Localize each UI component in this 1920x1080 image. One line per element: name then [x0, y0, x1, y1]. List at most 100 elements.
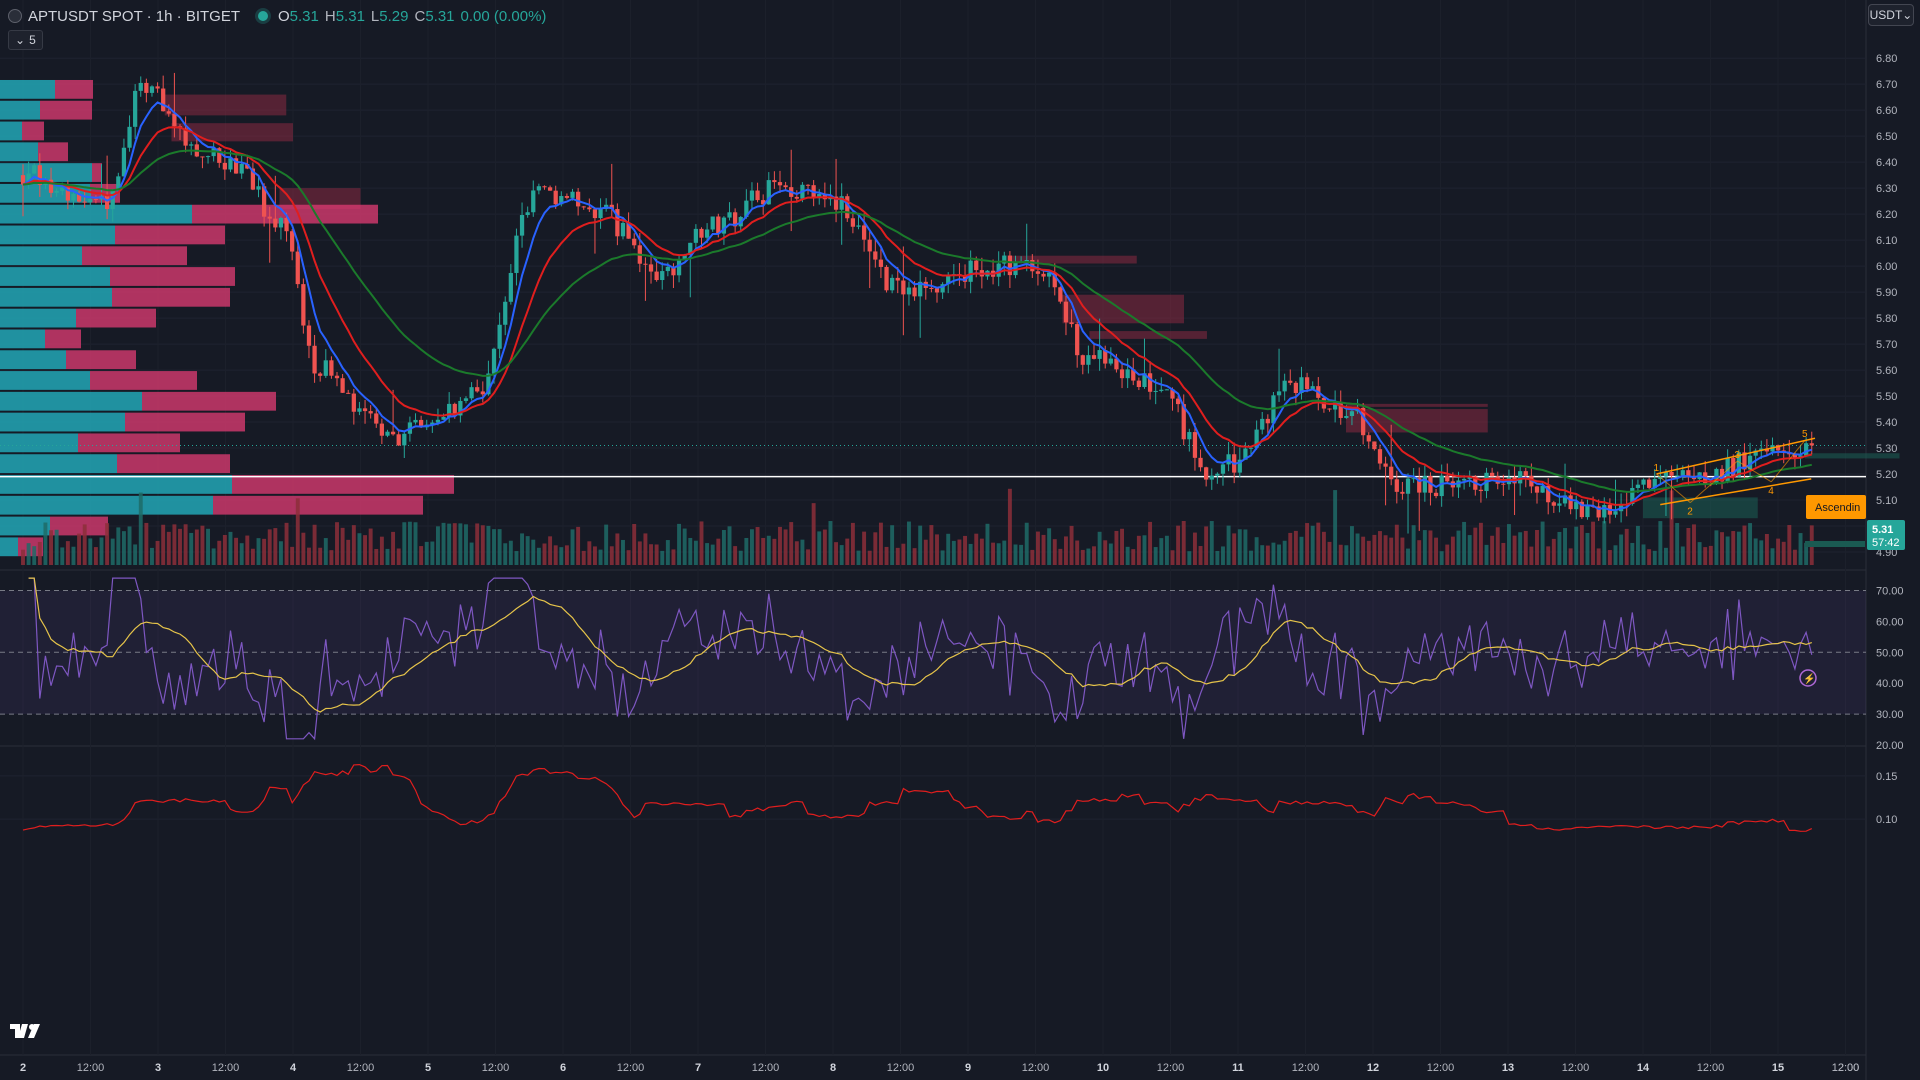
pattern-lower-line — [1660, 478, 1812, 506]
volume-bar — [996, 543, 1001, 565]
volume-bar — [77, 533, 82, 565]
volume-bar — [1686, 527, 1691, 565]
volume-bar — [161, 524, 166, 565]
candle-body — [60, 187, 65, 191]
volume-bar — [564, 545, 569, 565]
volume-profile-buy — [0, 391, 142, 411]
volume-bar — [665, 540, 670, 565]
pattern-tag-label: Ascendin — [1815, 502, 1860, 514]
indicator-line — [22, 763, 1813, 832]
candle-body — [592, 209, 598, 219]
candle-body — [183, 128, 188, 146]
price-tick-label: 6.00 — [1876, 261, 1897, 273]
volume-bar — [1652, 550, 1657, 565]
volume-bar — [1187, 551, 1192, 565]
candle-body — [1013, 262, 1018, 276]
volume-bar — [1787, 525, 1792, 565]
price-tick-label: 5.60 — [1876, 365, 1897, 377]
candle-body — [671, 266, 676, 276]
chart-header: APTUSDT SPOT · 1h · BITGET O 5.31 H 5.31 L… — [8, 6, 546, 26]
currency-button[interactable]: USDT ⌄ — [1868, 4, 1914, 26]
volume-bar — [1148, 521, 1153, 565]
volume-bar — [828, 521, 833, 565]
volume-bar — [1265, 545, 1270, 565]
supply-zone — [1008, 255, 1137, 264]
volume-bar — [693, 540, 698, 565]
volume-bar — [110, 538, 115, 565]
volume-bar — [1254, 537, 1259, 565]
volume-bar — [99, 537, 104, 565]
candle-body — [716, 216, 721, 234]
volume-bar — [1047, 528, 1052, 565]
volume-bar — [587, 541, 592, 565]
volume-bar — [363, 535, 368, 565]
candle-body — [301, 284, 306, 326]
volume-bar — [850, 522, 855, 565]
volume-bar — [71, 546, 76, 565]
volume-bar — [435, 526, 440, 565]
volume-bar — [979, 538, 984, 565]
volume-bar — [923, 539, 928, 565]
volume-bar — [1002, 540, 1007, 565]
time-tick-label: 11 — [1232, 1062, 1244, 1074]
volume-bar — [626, 550, 631, 565]
volume-profile-sell — [90, 371, 197, 390]
candle-body — [1663, 471, 1669, 477]
ohlc-high: 5.31 — [335, 7, 365, 25]
time-tick-label: 4 — [290, 1062, 297, 1074]
candle-body — [1198, 457, 1203, 468]
candle-body — [1108, 358, 1113, 364]
volume-bar — [1764, 533, 1769, 565]
candle-body — [76, 193, 82, 202]
ohlc-close-label: C — [414, 7, 426, 25]
candle-body — [1187, 432, 1192, 440]
indicators-collapse-button[interactable]: ⌄ 5 — [8, 30, 43, 50]
supply-zone — [279, 188, 361, 209]
candle-body — [368, 411, 373, 414]
volume-bar — [26, 543, 31, 565]
volume-bar — [856, 550, 861, 565]
volume-bar — [531, 539, 536, 565]
pattern-point-label: 2 — [1687, 507, 1693, 518]
volume-bar — [419, 546, 424, 565]
volume-profile-sell — [92, 163, 102, 182]
symbol-title[interactable]: APTUSDT SPOT · 1h · BITGET — [28, 7, 240, 25]
volume-bar — [1506, 524, 1511, 565]
candle-body — [116, 176, 121, 192]
candle-body — [794, 196, 799, 199]
candle-body — [239, 164, 244, 174]
ascending-pattern: 1 2 3 4 5 — [1654, 429, 1816, 518]
volume-bar — [407, 521, 412, 565]
volume-profile-buy — [0, 475, 232, 494]
candle-body — [626, 222, 631, 239]
volume-bar — [49, 530, 53, 565]
volume-bar — [458, 523, 463, 565]
supply-zone — [1089, 331, 1207, 339]
candle-body — [660, 271, 665, 281]
price-tick-label: 5.40 — [1876, 417, 1897, 429]
volume-bar — [1176, 525, 1181, 565]
candle-body — [1518, 471, 1523, 484]
volume-bar — [1748, 523, 1753, 565]
volume-bar — [1355, 533, 1360, 565]
volume-profile-buy — [0, 308, 76, 328]
current-price-tag — [1867, 520, 1905, 550]
volume-bar — [1635, 525, 1640, 565]
volume-bar — [1518, 532, 1523, 565]
volume-bar — [1378, 531, 1382, 565]
volume-bar — [1473, 527, 1478, 565]
volume-bar — [1484, 544, 1489, 565]
pattern-leg — [1656, 473, 1691, 504]
candle-body — [1467, 476, 1472, 479]
volume-bar — [946, 533, 951, 565]
volume-bar — [1462, 521, 1467, 565]
volume-bar — [178, 528, 182, 565]
volume-profile-buy — [0, 371, 90, 390]
candle-body — [1114, 358, 1119, 370]
symbol-icon — [8, 9, 22, 23]
candle-body — [1809, 443, 1814, 446]
candle-body — [856, 225, 861, 227]
volume-bar — [228, 531, 233, 565]
candle-body — [149, 86, 155, 93]
